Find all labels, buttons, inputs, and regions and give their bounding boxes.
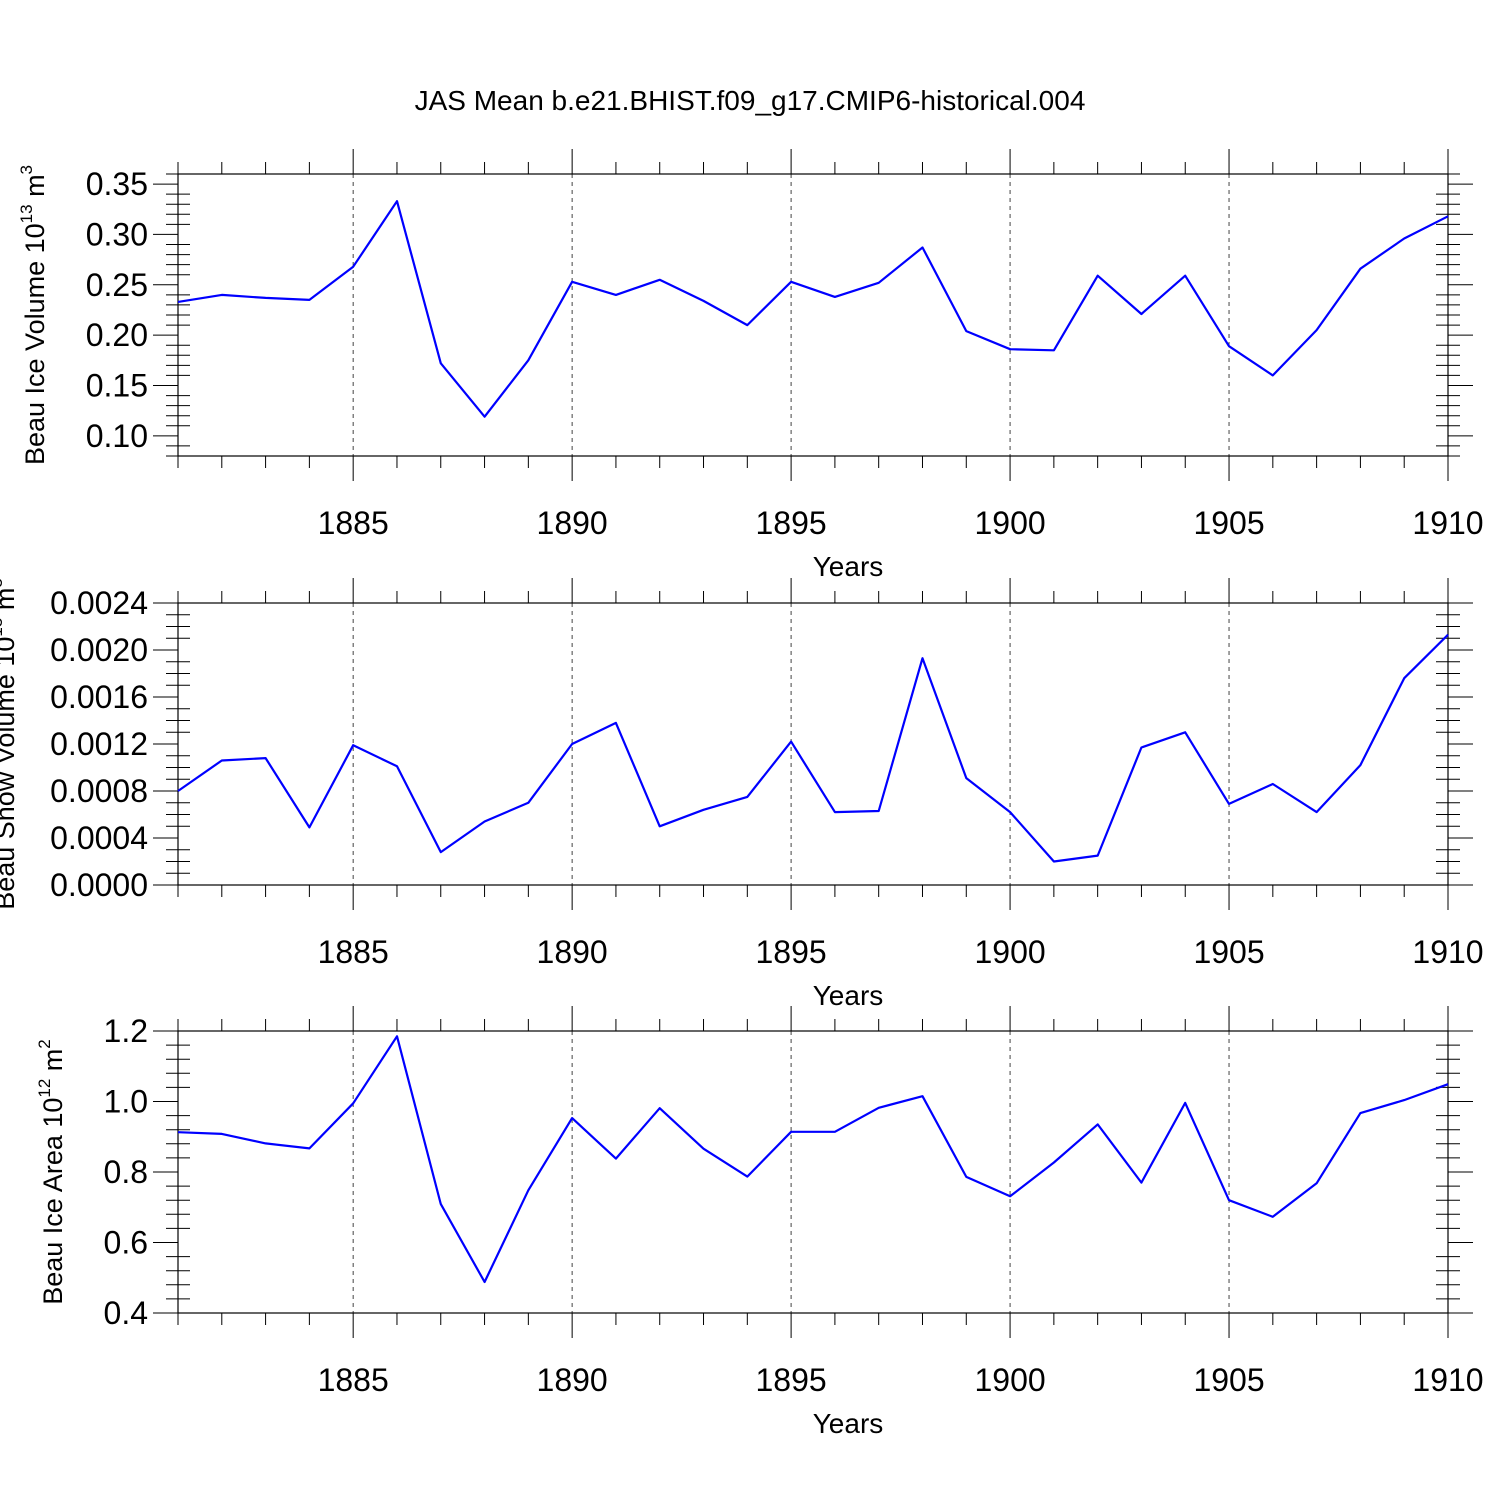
p2-series-line-0 <box>177 1035 1449 1284</box>
p2-x-axis-label: Years <box>813 1408 884 1439</box>
p0-x-tick-label-1890: 1890 <box>537 505 608 541</box>
p1-x-tick-label-1890: 1890 <box>537 934 608 970</box>
p0-x-tick-label-1910: 1910 <box>1412 505 1483 541</box>
p0-x-tick-label-1905: 1905 <box>1193 505 1264 541</box>
p0-plot-frame <box>177 173 1449 457</box>
p0-y-tick-label-0.25: 0.25 <box>86 267 148 303</box>
p0-y-axis-label: Beau Ice Volume 1013 m3 <box>17 165 50 465</box>
p1-y-tick-label-0.0012: 0.0012 <box>50 726 148 762</box>
p1-x-tick-label-1895: 1895 <box>756 934 827 970</box>
p1-x-tick-label-1885: 1885 <box>318 934 389 970</box>
panel-ice-area: 1885 1890 1895 1900 1905 1910 0.4 0.6 0.8 1.0 1.2 Y… <box>35 1006 1484 1439</box>
p1-y-tick-label-0.0016: 0.0016 <box>50 679 148 715</box>
p1-series-line-0 <box>177 633 1449 863</box>
p0-x-axis-label: Years <box>813 551 884 582</box>
p0-x-tick-label-1885: 1885 <box>318 505 389 541</box>
p0-x-tick-label-1895: 1895 <box>756 505 827 541</box>
panel-snow-volume: 1885 1890 1895 1900 1905 1910 0.0000 0.0004 0.00… <box>0 578 1484 1011</box>
p2-x-tick-label-1905: 1905 <box>1193 1362 1264 1398</box>
p0-y-tick-label-0.30: 0.30 <box>86 216 148 252</box>
p2-x-tick-label-1900: 1900 <box>974 1362 1045 1398</box>
p2-x-tick-label-1890: 1890 <box>537 1362 608 1398</box>
p2-y-axis-label: Beau Ice Area 1012 m2 <box>35 1039 68 1305</box>
p0-y-tick-label-0.35: 0.35 <box>86 166 148 202</box>
p1-x-tick-label-1900: 1900 <box>974 934 1045 970</box>
p1-y-tick-label-0.0004: 0.0004 <box>50 820 148 856</box>
p1-x-tick-label-1905: 1905 <box>1193 934 1264 970</box>
p2-y-tick-label-1.0: 1.0 <box>104 1084 148 1120</box>
p1-y-tick-label-0.0000: 0.0000 <box>50 867 148 903</box>
p2-y-tick-label-0.8: 0.8 <box>104 1154 148 1190</box>
p0-y-tick-label-0.10: 0.10 <box>86 418 148 454</box>
p1-y-tick-label-0.0024: 0.0024 <box>50 585 148 621</box>
p2-y-tick-label-0.4: 0.4 <box>104 1295 148 1331</box>
p0-series-line-0 <box>177 200 1449 418</box>
p0-y-tick-label-0.20: 0.20 <box>86 317 148 353</box>
p1-y-tick-label-0.0020: 0.0020 <box>50 632 148 668</box>
p2-y-tick-label-1.2: 1.2 <box>104 1013 148 1049</box>
p1-plot-frame <box>177 602 1449 886</box>
p1-y-axis-label: Beau Snow Volume 1013 m3 <box>0 578 20 910</box>
p1-x-tick-label-1910: 1910 <box>1412 934 1483 970</box>
p0-y-tick-label-0.15: 0.15 <box>86 368 148 404</box>
p1-y-tick-label-0.0008: 0.0008 <box>50 773 148 809</box>
p1-x-axis-label: Years <box>813 980 884 1011</box>
panel-ice-volume: 1885 1890 1895 1900 1905 1910 0.10 0.15 0.20 0.25… <box>17 149 1484 582</box>
p2-x-tick-label-1895: 1895 <box>756 1362 827 1398</box>
p2-x-tick-label-1910: 1910 <box>1412 1362 1483 1398</box>
chart-title: JAS Mean b.e21.BHIST.f09_g17.CMIP6-histo… <box>415 85 1086 116</box>
p2-plot-frame <box>177 1030 1449 1314</box>
p2-y-tick-label-0.6: 0.6 <box>104 1225 148 1261</box>
p0-x-tick-label-1900: 1900 <box>974 505 1045 541</box>
p2-x-tick-label-1885: 1885 <box>318 1362 389 1398</box>
